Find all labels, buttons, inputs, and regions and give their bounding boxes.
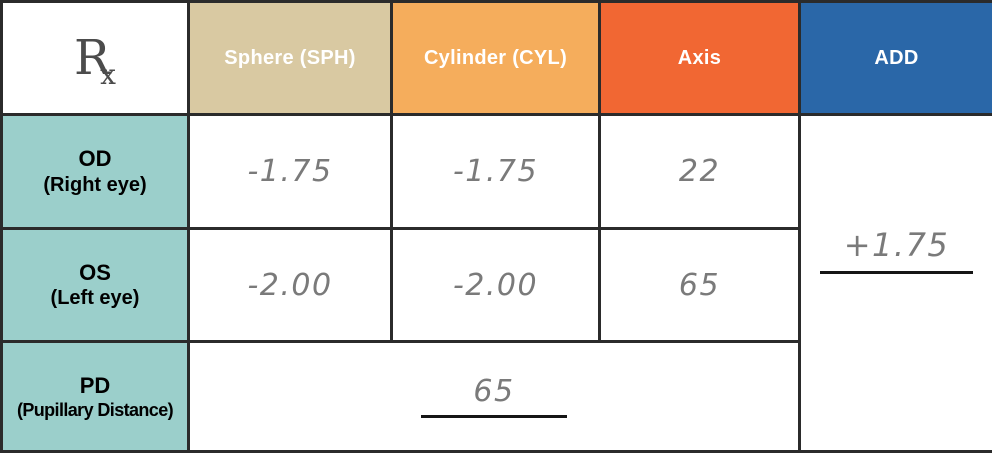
- cell-od-sphere: -1.75: [189, 115, 392, 229]
- table-row-od: OD (Right eye) -1.75 -1.75 22 +1.75: [2, 115, 992, 229]
- rx-symbol-icon: Rx: [74, 34, 116, 82]
- handwritten-pd-value: 65: [473, 374, 514, 409]
- handwritten-od-axis: 22: [679, 154, 720, 189]
- column-header-sphere: Sphere (SPH): [189, 2, 392, 115]
- row-label-pd-sub: (Pupillary Distance): [3, 399, 187, 422]
- row-label-od: OD (Right eye): [2, 115, 189, 229]
- row-label-os-sub: (Left eye): [3, 286, 187, 311]
- cell-os-axis: 65: [600, 229, 800, 342]
- cell-os-sphere: -2.00: [189, 229, 392, 342]
- row-label-od-main: OD: [3, 145, 187, 173]
- handwritten-od-sphere: -1.75: [247, 154, 332, 189]
- row-label-pd: PD (Pupillary Distance): [2, 342, 189, 452]
- cell-os-cylinder: -2.00: [392, 229, 600, 342]
- handwritten-od-cylinder: -1.75: [453, 154, 538, 189]
- rx-header-cell: Rx: [2, 2, 189, 115]
- add-value-block: +1.75: [801, 228, 992, 273]
- cell-add-merged: +1.75: [800, 115, 992, 452]
- column-header-axis: Axis: [600, 2, 800, 115]
- handwritten-os-axis: 65: [679, 268, 720, 303]
- handwritten-os-sphere: -2.00: [247, 268, 332, 303]
- handwritten-add-value: +1.75: [844, 226, 950, 264]
- cell-od-cylinder: -1.75: [392, 115, 600, 229]
- cell-pd-merged: 65: [189, 342, 800, 452]
- pd-underline: 65: [421, 375, 566, 418]
- handwritten-os-cylinder: -2.00: [453, 268, 538, 303]
- header-row: Rx Sphere (SPH) Cylinder (CYL) Axis ADD: [2, 2, 992, 115]
- row-label-os-main: OS: [3, 259, 187, 287]
- add-underline: +1.75: [820, 228, 974, 273]
- row-label-od-sub: (Right eye): [3, 173, 187, 198]
- column-header-cylinder: Cylinder (CYL): [392, 2, 600, 115]
- rx-symbol-sub: x: [100, 61, 116, 89]
- cell-od-axis: 22: [600, 115, 800, 229]
- row-label-os: OS (Left eye): [2, 229, 189, 342]
- column-header-add: ADD: [800, 2, 992, 115]
- row-label-pd-main: PD: [3, 372, 187, 400]
